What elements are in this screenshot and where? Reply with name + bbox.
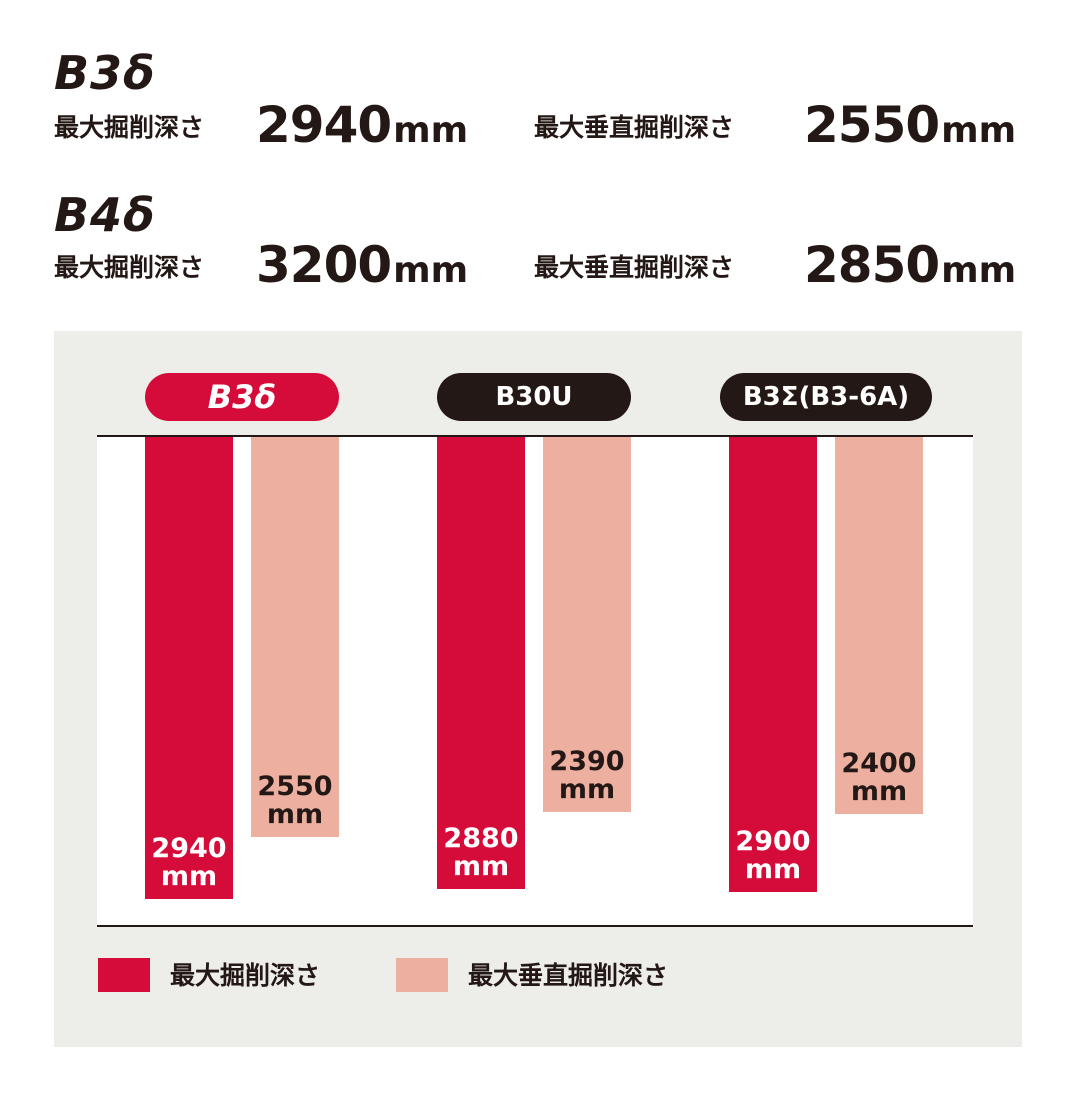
max-depth-label: 最大掘削深さ xyxy=(54,253,205,282)
bar-max-depth xyxy=(729,437,817,892)
legend-label: 最大垂直掘削深さ xyxy=(468,961,669,990)
legend-swatch-vertical-depth xyxy=(396,958,448,992)
max-depth-label: 最大掘削深さ xyxy=(54,113,205,142)
category-pill: B30U xyxy=(437,373,631,421)
category-pill: B3δ xyxy=(145,373,339,421)
plot-area xyxy=(97,435,973,925)
max-depth-value: 3200mm xyxy=(256,236,469,294)
bar-vertical-depth xyxy=(251,437,339,837)
model-heading-b3-delta: B3δ xyxy=(54,46,156,100)
bar-value-label: 2880 mm xyxy=(443,823,519,882)
top-axis-line xyxy=(97,435,973,437)
bar-value-label: 2900 mm xyxy=(735,826,811,885)
model-heading-b4-delta: B4δ xyxy=(54,188,156,242)
bar-vertical-depth xyxy=(835,437,923,814)
bar-max-depth xyxy=(145,437,233,899)
vertical-depth-value: 2850mm xyxy=(804,236,1017,294)
bar-value-label: 2390 mm xyxy=(549,746,625,805)
legend-label: 最大掘削深さ xyxy=(170,961,321,990)
bar-max-depth xyxy=(437,437,525,889)
bar-vertical-depth xyxy=(543,437,631,812)
bottom-axis-line xyxy=(97,925,973,927)
category-pill: B3Σ(B3-6A) xyxy=(720,373,932,421)
vertical-depth-label: 最大垂直掘削深さ xyxy=(534,113,735,142)
bar-value-label: 2550 mm xyxy=(257,771,333,830)
legend-swatch-max-depth xyxy=(98,958,150,992)
bar-value-label: 2940 mm xyxy=(151,833,227,892)
vertical-depth-label: 最大垂直掘削深さ xyxy=(534,253,735,282)
chart-panel: B3δ 2940 mm 2550 mm B30U 2880 mm 2390 mm B3Σ(B… xyxy=(54,331,1022,1047)
bar-value-label: 2400 mm xyxy=(841,748,917,807)
vertical-depth-value: 2550mm xyxy=(804,96,1017,154)
max-depth-value: 2940mm xyxy=(256,96,469,154)
